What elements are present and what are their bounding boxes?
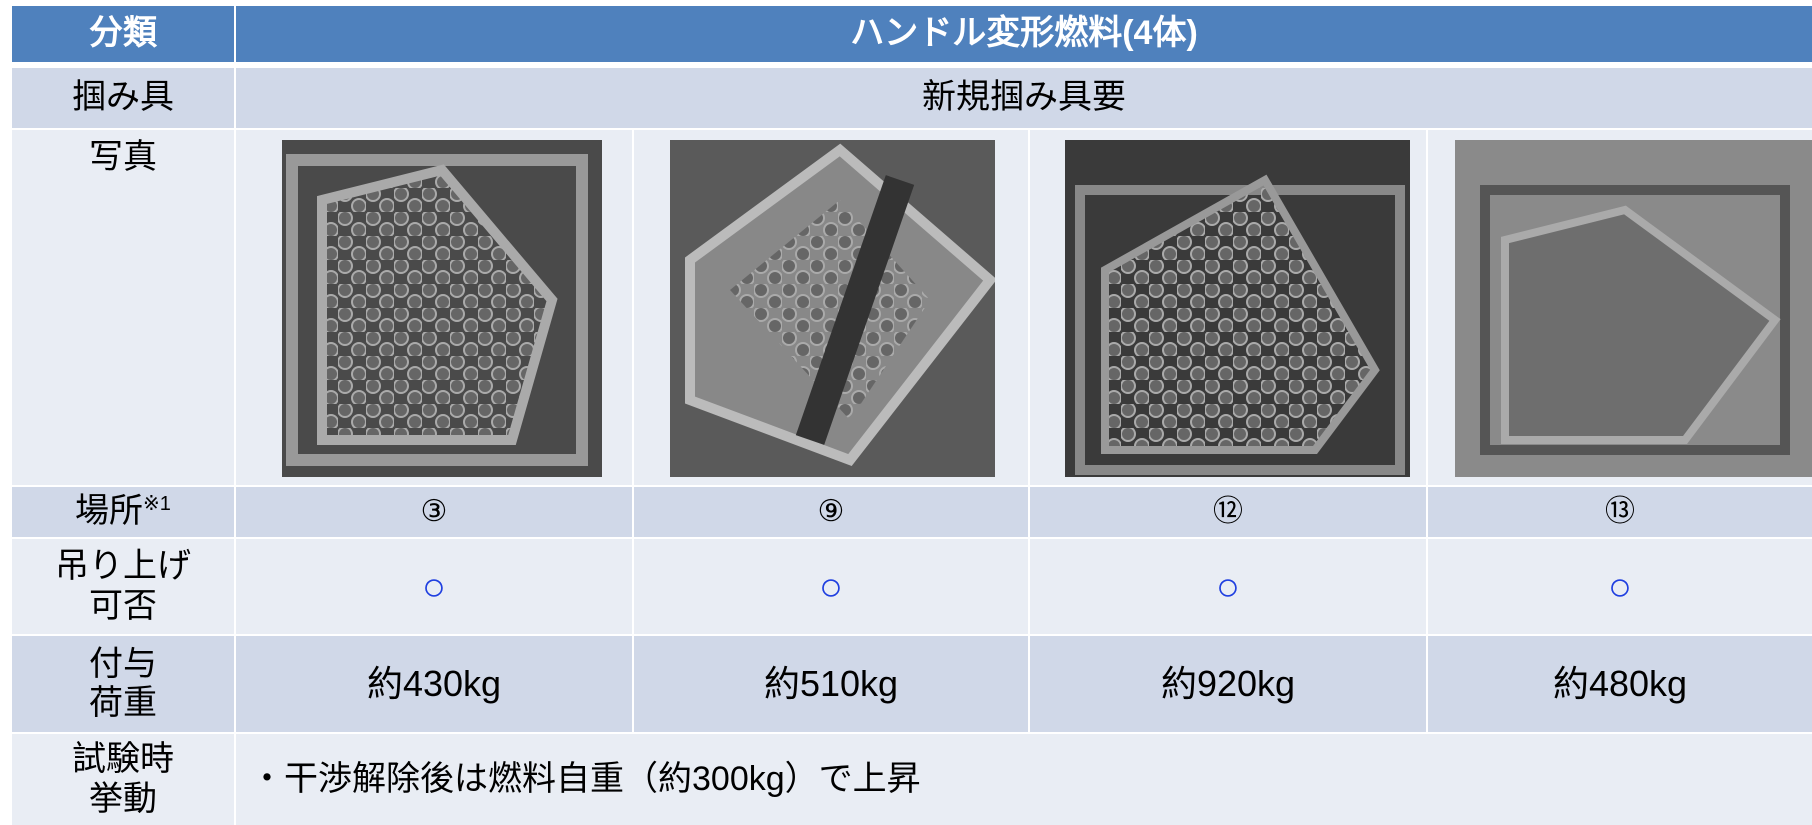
cell: 約480kg (1428, 636, 1812, 732)
cell: ⑫ (1030, 487, 1426, 537)
photo (1065, 140, 1410, 477)
row-label: 試験時 (72, 740, 174, 779)
row-label-cell: 場所 ※1 (12, 487, 234, 537)
cell-text: ○ (1607, 564, 1633, 609)
cell-text: ○ (818, 564, 844, 609)
row-label: 荷重 (89, 684, 157, 722)
cell: 新規掴み具要 (236, 68, 1812, 128)
cell-text: 約480kg (1552, 663, 1688, 705)
row-label: 場所 (75, 492, 144, 531)
cell-text: ⑬ (1605, 494, 1635, 528)
photo (1455, 140, 1812, 477)
row-label: 付与 (89, 644, 157, 683)
header-label: 分類 (89, 14, 157, 53)
row-label-cell: 掴み具 (12, 68, 234, 128)
cell-text: ⑨ (817, 494, 845, 528)
cell: ・干渉解除後は燃料自重（約300kg）で上昇 (236, 734, 1812, 825)
cell-text: 約430kg (366, 663, 502, 705)
cell: ⑬ (1428, 487, 1812, 537)
cell-text: ③ (420, 494, 448, 528)
cell: 約920kg (1030, 636, 1426, 732)
cell: ○ (1428, 539, 1812, 634)
photo (670, 140, 995, 477)
row-label: 掴み具 (72, 78, 174, 117)
cell: ○ (1030, 539, 1426, 634)
cell-text: ・干渉解除後は燃料自重（約300kg）で上昇 (250, 759, 921, 798)
cell-text: ○ (421, 564, 447, 609)
cell-text: 約510kg (763, 663, 899, 705)
row-label-cell: 試験時 挙動 (12, 734, 234, 825)
cell: 約510kg (634, 636, 1028, 732)
cell-text: ⑫ (1213, 494, 1243, 528)
cell: ○ (236, 539, 632, 634)
cell-text: ○ (1215, 564, 1241, 609)
row-label-cell: 写真 (12, 130, 234, 485)
cell-text: 新規掴み具要 (922, 78, 1126, 117)
cell: 約430kg (236, 636, 632, 732)
row-label-cell: 吊り上げ 可否 (12, 539, 234, 634)
row-label: 挙動 (89, 779, 157, 818)
row-label: 吊り上げ (55, 547, 191, 586)
cell: ⑨ (634, 487, 1028, 537)
header-title-cell: ハンドル変形燃料(4体) (236, 6, 1812, 62)
header-label-cell: 分類 (12, 6, 234, 62)
footnote-mark: ※1 (143, 493, 171, 515)
row-label: 可否 (89, 586, 157, 625)
cell-text: 約920kg (1160, 663, 1296, 705)
cell: ③ (236, 487, 632, 537)
row-label-cell: 付与 荷重 (12, 636, 234, 732)
row-label: 写真 (89, 138, 157, 176)
header-title: ハンドル変形燃料(4体) (850, 14, 1198, 53)
photo (282, 140, 602, 477)
cell: ○ (634, 539, 1028, 634)
